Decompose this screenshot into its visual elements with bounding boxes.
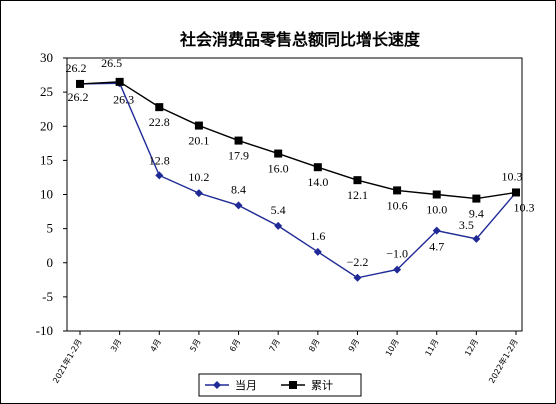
- chart-axes: -10 -5 0 5 10 15 20 25 30 2021年1-2月 3月 4月 5月 6月 7月 8月 9月…: [36, 50, 523, 385]
- series-0: 26.2 26.3 12.8 10.2 8.4 5.4 1.6 −2.2 −1.0 4.7 3.5 1…: [68, 79, 535, 282]
- series-1: 26.2 26.5 22.8 20.1 17.9 16.0 14.0 12.1 10.6 10.0…: [66, 56, 523, 221]
- data-point: [393, 186, 402, 195]
- y-tick-label: 15: [40, 152, 53, 167]
- chart-legend: 当月 累计: [198, 373, 362, 397]
- y-tick-label: 5: [47, 221, 54, 236]
- x-tick-label: 6月: [228, 338, 242, 354]
- data-point: [472, 234, 481, 243]
- data-label: 12.8: [149, 153, 170, 167]
- data-label: 3.5: [459, 218, 474, 232]
- legend-label-cumulative: 累计: [311, 379, 333, 392]
- data-point: [432, 226, 441, 235]
- x-tick-label: 8月: [307, 338, 321, 354]
- legend-box: [198, 373, 362, 397]
- data-label: 14.0: [307, 175, 328, 189]
- data-point: [115, 77, 124, 86]
- data-label: 10.6: [387, 198, 408, 212]
- data-label: 10.3: [502, 169, 523, 183]
- x-tick-label: 5月: [188, 338, 202, 354]
- data-label: 10.2: [188, 170, 209, 184]
- data-label: 20.1: [188, 134, 209, 148]
- y-tick-label: 20: [40, 118, 53, 133]
- data-point: [313, 247, 322, 256]
- data-label: 17.9: [228, 149, 249, 163]
- legend-marker-monthly: [213, 381, 221, 389]
- data-point: [313, 163, 322, 172]
- data-point: [432, 190, 441, 199]
- data-point: [194, 189, 203, 198]
- data-label: 1.6: [310, 229, 325, 243]
- y-tick-label: 0: [47, 255, 54, 270]
- data-label: 10.0: [426, 203, 447, 217]
- data-label: 8.4: [231, 182, 246, 196]
- data-label: 5.4: [271, 203, 286, 217]
- series-layer: 26.2 26.3 12.8 10.2 8.4 5.4 1.6 −2.2 −1.0 4.7 3.5 1…: [66, 56, 535, 282]
- data-label: 26.2: [66, 61, 87, 75]
- y-tick-label: 30: [40, 50, 53, 65]
- data-label: 22.8: [149, 115, 170, 129]
- data-point: [393, 265, 402, 274]
- legend-marker-cumulative: [289, 381, 297, 389]
- x-tick-label: 4月: [149, 338, 163, 354]
- series-line: [79, 81, 517, 200]
- x-tick-label: 3月: [109, 338, 123, 354]
- chart-title: 社会消费品零售总额同比增长速度: [179, 30, 421, 49]
- x-tick-label: 2021年1-2月: [50, 337, 83, 385]
- x-tick-label: 9月: [347, 338, 361, 354]
- data-point: [512, 188, 520, 197]
- data-point: [353, 176, 362, 185]
- x-tick-label: 11月: [424, 338, 441, 358]
- y-tick-label: 10: [40, 187, 53, 202]
- data-label: 16.0: [268, 162, 289, 176]
- data-label: 9.4: [469, 207, 484, 221]
- plot-area-border: [66, 57, 523, 332]
- x-tick-label: 10月: [384, 338, 401, 358]
- data-point: [353, 273, 362, 282]
- legend-label-monthly: 当月: [235, 378, 257, 392]
- data-point: [274, 221, 283, 230]
- data-point: [274, 149, 283, 158]
- data-label: 10.3: [514, 200, 535, 214]
- data-point: [194, 121, 203, 130]
- x-tick-label: 7月: [268, 338, 282, 354]
- x-tick-label: 12月: [463, 338, 480, 358]
- data-point: [155, 171, 164, 180]
- data-label: 26.2: [68, 90, 89, 104]
- data-label: 26.3: [113, 92, 134, 106]
- data-point: [234, 201, 243, 210]
- data-label: −1.0: [386, 247, 408, 261]
- data-label: 26.5: [101, 56, 122, 70]
- data-point: [472, 194, 481, 203]
- x-tick-label: 2022年1-2月: [486, 337, 519, 385]
- series-line: [79, 82, 517, 279]
- data-label: 12.1: [347, 188, 368, 202]
- data-label: 4.7: [429, 240, 444, 254]
- y-tick-label: -10: [36, 323, 53, 338]
- y-tick-label: 25: [40, 84, 53, 99]
- y-tick-label: -5: [42, 289, 53, 304]
- data-point: [234, 136, 243, 145]
- data-label: −2.2: [347, 255, 369, 269]
- data-point: [76, 79, 84, 88]
- data-point: [155, 103, 164, 112]
